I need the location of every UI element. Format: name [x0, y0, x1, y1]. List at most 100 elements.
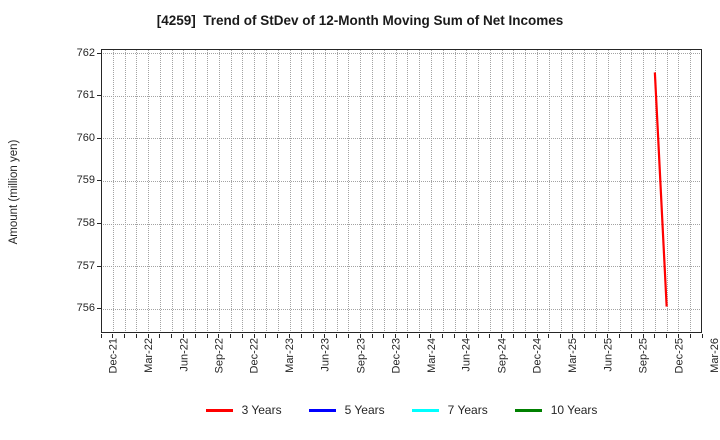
- x-tick-mark: [253, 333, 255, 338]
- y-tick-label: 757: [76, 259, 95, 272]
- y-tick-mark: [96, 223, 101, 225]
- legend-item-7-years: 7 Years: [411, 403, 488, 417]
- x-tick-label: Dec-25: [673, 338, 686, 374]
- legend-swatch-7-years: [411, 408, 439, 412]
- x-tick-mark: [418, 333, 420, 338]
- x-tick-mark: [548, 333, 550, 338]
- x-tick-mark: [619, 333, 620, 338]
- x-tick-mark: [454, 333, 456, 338]
- vertical-gridline: [301, 49, 303, 333]
- x-tick-label: Dec-21: [107, 338, 120, 374]
- y-tick-mark: [96, 52, 101, 54]
- x-tick-mark: [265, 333, 267, 338]
- x-tick-mark: [524, 333, 526, 338]
- x-tick-mark: [571, 333, 573, 338]
- x-tick-mark: [289, 333, 291, 338]
- vertical-gridline: [336, 49, 338, 333]
- y-tick-label: 756: [76, 302, 95, 315]
- x-tick-label: Mar-26: [708, 338, 720, 373]
- x-tick-mark: [442, 333, 444, 338]
- horizontal-gridline: [101, 223, 702, 225]
- x-tick-label: Mar-23: [284, 338, 297, 373]
- vertical-gridline: [254, 49, 256, 333]
- horizontal-gridline: [101, 180, 702, 182]
- vertical-gridline: [537, 49, 539, 333]
- x-tick-mark: [371, 333, 373, 338]
- x-tick-mark: [171, 333, 173, 338]
- x-tick-mark: [135, 333, 137, 338]
- x-tick-mark: [277, 333, 279, 338]
- vertical-gridline: [289, 49, 291, 333]
- x-tick-label: Jun-25: [602, 338, 615, 372]
- x-tick-mark: [560, 333, 562, 338]
- legend-swatch-5-years: [308, 408, 336, 412]
- x-tick-label: Mar-25: [567, 338, 580, 373]
- vertical-gridline: [171, 49, 173, 333]
- y-axis-label: Amount (million yen): [8, 139, 20, 245]
- x-tick-label: Jun-22: [178, 338, 191, 372]
- vertical-gridline: [643, 49, 645, 333]
- x-tick-mark: [147, 333, 149, 338]
- legend-label-7-years: 7 Years: [447, 403, 488, 417]
- vertical-gridline: [442, 49, 444, 333]
- vertical-gridline: [631, 49, 633, 333]
- vertical-gridline: [584, 49, 586, 333]
- y-tick-label: 758: [76, 217, 95, 230]
- vertical-gridline: [501, 49, 503, 333]
- legend-item-10-years: 10 Years: [514, 403, 597, 417]
- x-tick-mark: [112, 333, 114, 338]
- vertical-gridline: [242, 49, 244, 333]
- vertical-gridline: [124, 49, 126, 333]
- x-tick-mark: [300, 333, 302, 338]
- legend-item-3-years: 3 Years: [205, 403, 282, 417]
- vertical-gridline: [654, 49, 656, 333]
- x-tick-label: Dec-23: [390, 338, 403, 374]
- vertical-gridline: [207, 49, 209, 333]
- x-tick-label: Jun-24: [461, 338, 474, 372]
- vertical-gridline: [489, 49, 491, 333]
- x-tick-label: Dec-24: [531, 338, 544, 374]
- vertical-gridline: [430, 49, 432, 333]
- vertical-gridline: [230, 49, 232, 333]
- x-tick-label: Dec-22: [248, 338, 261, 374]
- y-tick-mark: [96, 265, 101, 267]
- x-tick-mark: [241, 333, 243, 338]
- series-lines: [653, 72, 668, 307]
- x-tick-mark: [607, 333, 609, 338]
- vertical-gridline: [560, 49, 562, 333]
- x-tick-mark: [124, 333, 126, 338]
- x-tick-mark: [689, 333, 691, 338]
- x-tick-mark: [383, 333, 385, 338]
- vertical-gridline: [324, 49, 326, 333]
- y-tick-label: 761: [76, 89, 95, 102]
- vertical-gridline: [183, 49, 185, 333]
- x-tick-label: Sep-24: [496, 338, 509, 374]
- legend-label-5-years: 5 Years: [344, 403, 385, 417]
- x-tick-mark: [489, 333, 491, 338]
- x-tick-mark: [395, 333, 397, 338]
- y-tick-mark: [96, 180, 101, 182]
- y-tick-mark: [96, 308, 101, 310]
- x-tick-mark: [182, 333, 184, 338]
- vertical-gridline: [678, 49, 680, 333]
- legend-item-5-years: 5 Years: [308, 403, 385, 417]
- chart-title: [4259] Trend of StDev of 12-Month Moving…: [156, 13, 564, 28]
- plot-area: [101, 49, 702, 333]
- vertical-gridline: [159, 49, 161, 333]
- x-tick-mark: [512, 333, 514, 338]
- x-tick-label: Sep-25: [637, 338, 650, 374]
- y-tick-label: 762: [76, 46, 95, 59]
- y-tick-mark: [96, 95, 101, 97]
- legend-swatch-10-years: [514, 408, 542, 412]
- vertical-gridline: [548, 49, 550, 333]
- vertical-gridline: [112, 49, 114, 333]
- x-tick-mark: [336, 333, 338, 338]
- x-tick-mark: [677, 333, 679, 338]
- vertical-gridline: [572, 49, 574, 333]
- legend-label-3-years: 3 Years: [241, 403, 282, 417]
- vertical-gridline: [478, 49, 480, 333]
- vertical-gridline: [466, 49, 468, 333]
- x-tick-mark: [595, 333, 597, 338]
- y-tick-mark: [96, 137, 101, 139]
